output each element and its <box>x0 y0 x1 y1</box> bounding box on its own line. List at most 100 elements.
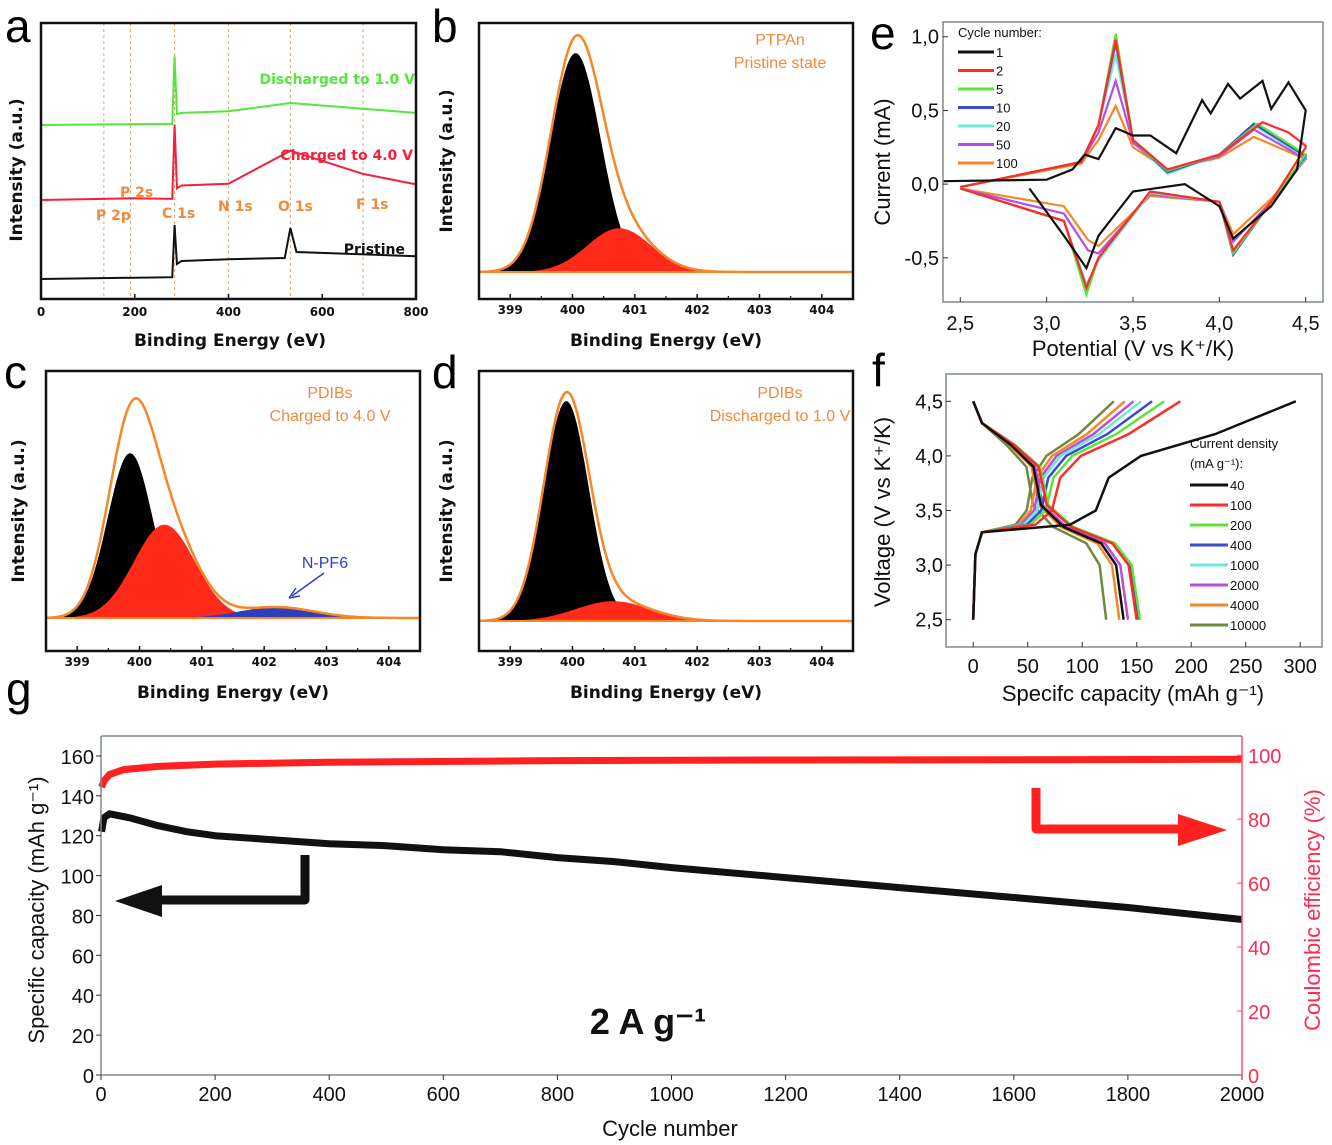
x-tick-label: 4,0 <box>1205 313 1233 335</box>
x-tick-label: 800 <box>541 1084 574 1106</box>
x-tick-label: 402 <box>252 655 277 669</box>
y2-tick-label: 60 <box>1248 874 1270 896</box>
x-tick-label: 1600 <box>992 1084 1037 1106</box>
x-tick-label: 2,5 <box>946 313 974 335</box>
y2-axis-label: Coulombic efficiency (%) <box>1300 789 1325 1031</box>
x-tick-label: 399 <box>65 655 90 669</box>
fit-peak <box>479 228 853 272</box>
legend-label: 2 <box>996 64 1003 79</box>
x-tick-label: 800 <box>403 305 428 319</box>
x-tick-label: 399 <box>498 655 523 669</box>
panel-e: e 2,5 3,0 3,5 4,0 4,5 -0,5 0,0 0,5 1,0 Potential (… <box>870 7 1324 361</box>
x-tick-label: 0 <box>968 656 979 678</box>
panel-b: b PTPAn Pristine state 399 400 401 402 403 404 Bi… <box>432 0 855 351</box>
peak-label: C 1s <box>162 206 195 222</box>
x-tick-label: 404 <box>376 655 401 669</box>
peak-label: F 1s <box>356 197 389 213</box>
panel-g: g0 200 400 600 800 1000 1200 1400 1600 1800 200002… <box>6 663 1325 1141</box>
x-tick-label: 2000 <box>1220 1084 1265 1106</box>
y-tick-label: 20 <box>72 1026 94 1048</box>
legend-label: 50 <box>996 138 1010 153</box>
discharge-curve <box>972 400 1125 620</box>
right-axis-arrow-icon <box>1031 788 1180 834</box>
x-tick-label: 399 <box>498 303 523 317</box>
y2-tick-label: 0 <box>1248 1066 1259 1088</box>
x-axis-label: Specifc capacity (mAh g⁻¹) <box>1002 681 1264 706</box>
y-tick-label: 60 <box>72 946 94 968</box>
x-tick-label: 403 <box>747 303 772 317</box>
series-label: Pristine <box>344 242 405 258</box>
x-tick-label: 400 <box>127 655 152 669</box>
fit-peak <box>479 601 853 621</box>
peak-label: P 2s <box>120 185 153 201</box>
x-tick-label: 400 <box>560 655 585 669</box>
n-pf6-label: N-PF6 <box>302 555 348 572</box>
right-arrowhead-icon <box>1178 814 1227 846</box>
annotation: Pristine state <box>734 55 827 72</box>
x-axis-label: Binding Energy (eV) <box>137 683 329 703</box>
peak-label: N 1s <box>218 199 253 215</box>
y-tick-label: 3,5 <box>915 501 943 523</box>
x-tick-label: 150 <box>1120 656 1153 678</box>
legend-label: 20 <box>996 119 1010 134</box>
series-line <box>40 224 417 280</box>
y-axis-label: Specific capacity (mAh g⁻¹) <box>24 776 49 1043</box>
legend-title: Cycle number: <box>958 25 1042 40</box>
y-axis-label: Intensity (a.u.) <box>437 439 457 582</box>
legend-label: 4000 <box>1230 598 1259 613</box>
y-axis-label: Voltage (V vs K⁺/K) <box>870 417 895 607</box>
y-tick-label: -0,5 <box>905 248 939 270</box>
panel-a: a Discharged to 1.0 V Charged to 4.0 V Pris… <box>5 0 429 351</box>
x-tick-label: 100 <box>1066 656 1099 678</box>
x-tick-label: 200 <box>1175 656 1208 678</box>
fit-peak <box>46 524 420 618</box>
fit-peak <box>479 401 853 621</box>
left-axis-arrow-icon <box>150 855 310 905</box>
x-axis-label: Binding Energy (eV) <box>570 331 762 351</box>
y-axis-label: Intensity (a.u.) <box>7 98 27 241</box>
x-tick-label: 0 <box>95 1084 106 1106</box>
y-tick-label: 0,5 <box>911 100 939 122</box>
x-axis-label: Binding Energy (eV) <box>134 331 326 351</box>
annotation: PDIBs <box>307 385 352 402</box>
panel-f: f 0 50 100 150 200 250 300 2,5 3,0 3,5 4,0 4,5 Specif… <box>870 344 1323 706</box>
x-tick-label: 400 <box>313 1084 346 1106</box>
x-tick-label: 401 <box>622 655 647 669</box>
x-tick-label: 1800 <box>1106 1084 1151 1106</box>
fit-peak <box>479 53 853 272</box>
y-tick-label: 100 <box>61 867 94 889</box>
y-tick-label: 2,5 <box>915 610 943 632</box>
legend-label: 400 <box>1230 538 1252 553</box>
x-tick-label: 402 <box>685 303 710 317</box>
x-tick-label: 3,0 <box>1033 313 1061 335</box>
panel-label: b <box>432 0 458 52</box>
series-label: Discharged to 1.0 V <box>260 72 416 88</box>
y-tick-label: 0,0 <box>911 174 939 196</box>
panel-label: g <box>6 663 32 715</box>
y2-tick-label: 20 <box>1248 1002 1270 1024</box>
x-tick-label: 4,5 <box>1292 313 1320 335</box>
arrow-shaft <box>291 572 325 597</box>
x-tick-label: 402 <box>685 655 710 669</box>
legend-label: 1000 <box>1230 558 1259 573</box>
x-tick-label: 600 <box>427 1084 460 1106</box>
y2-tick-label: 80 <box>1248 810 1270 832</box>
panel-label: e <box>870 7 896 59</box>
panel-label: f <box>872 344 885 396</box>
charge-curve <box>971 400 1297 620</box>
x-tick-label: 400 <box>216 305 241 319</box>
y-tick-label: 40 <box>72 986 94 1008</box>
peak-label: P 2p <box>96 208 131 224</box>
legend-label: 100 <box>1230 498 1252 513</box>
x-tick-label: 1400 <box>877 1084 922 1106</box>
annotation: PDIBs <box>757 385 802 402</box>
x-tick-label: 250 <box>1229 656 1262 678</box>
x-tick-label: 404 <box>809 303 834 317</box>
y-tick-label: 3,0 <box>915 555 943 577</box>
cv-curve <box>959 39 1307 291</box>
series-line <box>40 124 417 201</box>
y-tick-label: 1,0 <box>911 27 939 49</box>
legend-label: 40 <box>1230 478 1244 493</box>
legend-label: 200 <box>1230 518 1252 533</box>
